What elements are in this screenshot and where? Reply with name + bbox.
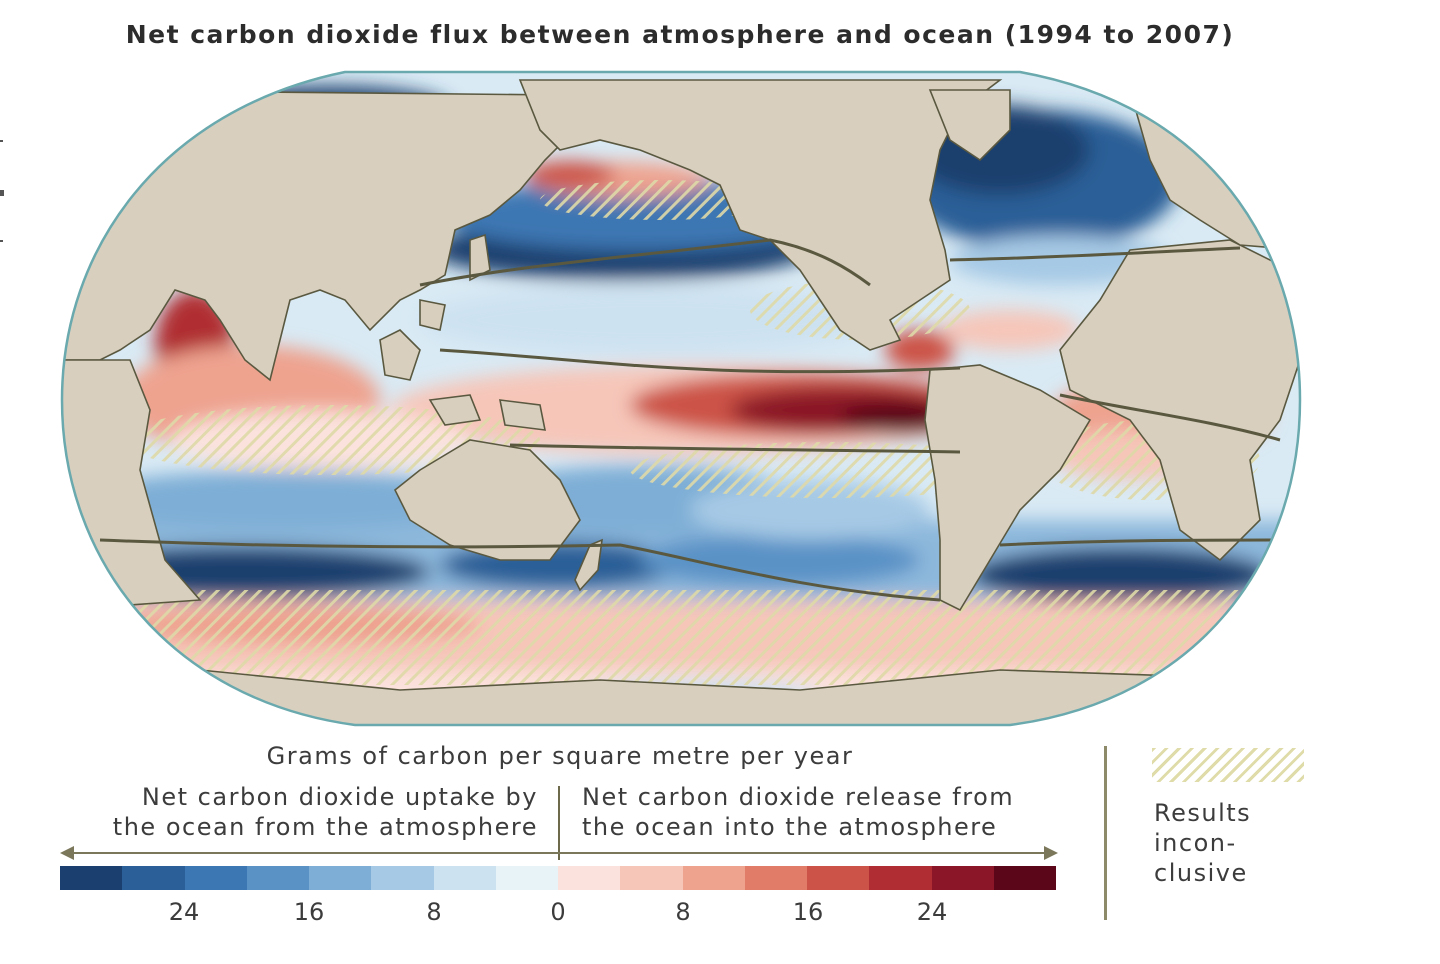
scale-swatch (869, 866, 932, 890)
tick-label: 24 (916, 898, 948, 926)
scale-swatch (246, 866, 309, 890)
scale-swatch (931, 866, 994, 890)
inconclusive-line: Results (1154, 799, 1252, 827)
arrow-left-icon (60, 846, 74, 860)
scale-swatch (558, 866, 621, 890)
release-label-line: Net carbon dioxide release from (582, 783, 1015, 811)
arrow-right-icon (1044, 846, 1058, 860)
scale-swatch (682, 866, 745, 890)
inconclusive-line: clusive (1154, 859, 1248, 887)
scale-swatch (744, 866, 807, 890)
margin-mark (0, 240, 3, 242)
world-flux-map (60, 70, 1302, 727)
inconclusive-label: Results incon- clusive (1154, 798, 1354, 888)
land-masses (62, 79, 1300, 725)
scale-swatch (371, 866, 434, 890)
uptake-label-line: the ocean from the atmosphere (112, 813, 538, 841)
scale-swatch (122, 866, 185, 890)
tick-label: 8 (426, 898, 442, 926)
scale-swatch (184, 866, 247, 890)
map-title: Net carbon dioxide flux between atmosphe… (125, 20, 1235, 49)
color-scale (60, 866, 1056, 890)
legend-separator (1104, 746, 1107, 920)
legend-arrow-line (68, 852, 1048, 854)
margin-mark (0, 140, 3, 142)
inconclusive-swatch (1152, 748, 1304, 782)
tick-label: 8 (675, 898, 691, 926)
unit-label: Grams of carbon per square metre per yea… (266, 742, 854, 770)
tick-label: 16 (293, 898, 325, 926)
release-label: Net carbon dioxide release from the ocea… (582, 782, 1052, 842)
scale-swatch (807, 866, 870, 890)
scale-swatch (433, 866, 496, 890)
legend-divider (558, 786, 560, 860)
scale-swatch (620, 866, 683, 890)
tick-label: 0 (550, 898, 566, 926)
region-boundaries (99, 238, 1300, 602)
tick-label: 16 (792, 898, 824, 926)
scale-swatch (309, 866, 372, 890)
scale-swatch (495, 866, 558, 890)
uptake-label: Net carbon dioxide uptake by the ocean f… (60, 782, 538, 842)
uptake-label-line: Net carbon dioxide uptake by (141, 783, 538, 811)
tick-label: 24 (168, 898, 200, 926)
scale-swatch (60, 866, 123, 890)
inconclusive-line: incon- (1154, 829, 1237, 857)
scale-swatch (993, 866, 1056, 890)
margin-mark (0, 190, 4, 196)
release-label-line: the ocean into the atmosphere (582, 813, 998, 841)
